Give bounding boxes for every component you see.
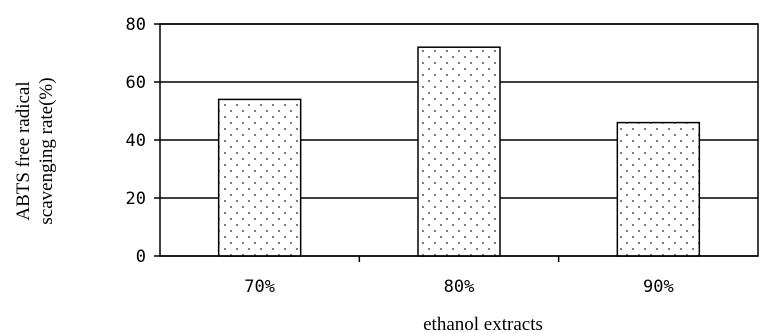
bars — [217, 46, 701, 257]
y-tick-label: 40 — [126, 131, 146, 151]
y-tick-label: 20 — [126, 189, 146, 209]
x-tick-label: 80% — [444, 277, 475, 297]
y-axis-title-line-1: ABTS free radical — [13, 81, 34, 220]
y-axis-title-line-2: scavenging rate(%) — [36, 77, 57, 224]
y-tick-label: 0 — [136, 247, 146, 267]
bar — [616, 121, 701, 257]
x-axis-title: ethanol extracts — [423, 314, 543, 333]
x-axis-ticks: 70% 80% 90% — [244, 256, 674, 297]
y-tick-label: 80 — [126, 15, 146, 35]
y-axis-ticks: 0 20 40 60 80 — [126, 15, 160, 267]
y-axis-title: ABTS free radical scavenging rate(%) — [13, 77, 57, 224]
bar — [217, 98, 302, 257]
x-tick-label: 90% — [643, 277, 674, 297]
bar — [417, 46, 501, 257]
x-tick-label: 70% — [244, 277, 275, 297]
y-tick-label: 60 — [126, 73, 146, 93]
